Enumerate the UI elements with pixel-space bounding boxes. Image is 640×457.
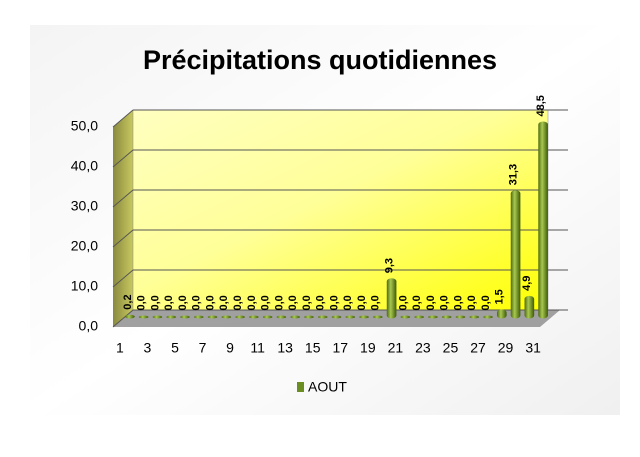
data-label: 0,0	[232, 295, 244, 310]
legend-swatch	[297, 382, 304, 392]
bar	[304, 315, 314, 319]
chart-title: Précipitations quotidiennes	[143, 45, 497, 75]
data-label: 1,5	[494, 289, 506, 304]
data-label: 0,0	[480, 295, 492, 310]
data-label: 0,0	[452, 295, 464, 310]
data-label: 0,0	[439, 295, 451, 310]
grid-line-side	[112, 149, 134, 168]
data-label: 0,0	[204, 295, 216, 310]
data-label: 0,0	[315, 295, 327, 310]
data-label: 0,0	[425, 295, 437, 310]
grid-line-side	[112, 229, 134, 248]
bar	[249, 315, 259, 319]
data-label: 0,0	[356, 295, 368, 310]
bar	[262, 315, 273, 319]
y-tick-label: 50,0	[71, 118, 98, 134]
data-label: 0,0	[287, 295, 299, 310]
x-tick-label: 23	[415, 340, 431, 356]
x-tick-label: 17	[332, 340, 348, 356]
grid-line-side	[112, 189, 134, 208]
y-tick-label: 20,0	[71, 238, 98, 254]
bar	[469, 315, 480, 319]
grid-line-side	[112, 109, 134, 128]
x-tick-label: 7	[199, 340, 207, 356]
bar	[235, 315, 245, 319]
data-label: 9,3	[384, 258, 396, 273]
bar	[345, 315, 356, 319]
data-label: 0,0	[411, 295, 423, 310]
x-tick-label: 1	[116, 340, 124, 356]
data-label: 48,5	[535, 95, 547, 116]
data-label: 0,0	[397, 295, 409, 310]
x-tick-label: 29	[498, 340, 514, 356]
y-tick-label: 10,0	[71, 278, 98, 294]
x-tick-label: 3	[144, 340, 152, 356]
data-label: 0,0	[246, 295, 258, 310]
data-label: 0,0	[177, 295, 189, 310]
bar	[317, 315, 328, 319]
data-label: 0,0	[273, 295, 285, 310]
bar	[207, 315, 218, 319]
x-tick-label: 21	[388, 340, 404, 356]
bar	[125, 314, 135, 319]
legend-label: AOUT	[308, 379, 347, 395]
bar	[428, 315, 438, 319]
bar	[221, 315, 232, 319]
bar	[483, 315, 493, 319]
data-label: 0,0	[218, 295, 230, 310]
data-label: 0,0	[328, 295, 340, 310]
bar	[400, 315, 411, 319]
x-tick-label: 25	[443, 340, 459, 356]
bar	[510, 190, 521, 319]
side-wall	[113, 110, 133, 327]
y-tick-label: 40,0	[71, 158, 98, 174]
bar	[290, 315, 300, 319]
data-label: 0,0	[370, 295, 382, 310]
x-tick-label: 11	[250, 340, 265, 356]
data-label: 0,0	[163, 295, 175, 310]
bar	[331, 315, 342, 319]
data-label: 0,0	[342, 295, 354, 310]
bar	[524, 295, 535, 319]
data-label: 0,2	[122, 294, 134, 309]
bar	[166, 315, 177, 319]
x-tick-label: 27	[470, 340, 486, 356]
data-label: 0,0	[136, 295, 148, 310]
x-tick-label: 19	[360, 340, 376, 356]
x-tick-label: 5	[171, 340, 179, 356]
data-label: 0,0	[466, 295, 478, 310]
bar	[138, 315, 149, 319]
bar	[496, 309, 507, 319]
bar	[441, 315, 452, 319]
bar	[193, 315, 204, 319]
bar	[359, 315, 369, 319]
data-label: 4,9	[521, 276, 533, 291]
bar	[276, 315, 287, 319]
data-label: 31,3	[507, 164, 519, 185]
bar	[414, 315, 424, 319]
x-tick-label: 31	[525, 340, 541, 356]
bar	[180, 315, 190, 319]
bar	[455, 315, 466, 319]
x-tick-label: 15	[305, 340, 321, 356]
bar	[538, 121, 548, 319]
data-label: 0,0	[149, 295, 161, 310]
bar	[373, 315, 383, 319]
grid-line-side	[112, 269, 134, 288]
bar	[152, 315, 163, 319]
grid-line-side	[112, 309, 134, 328]
data-label: 0,0	[260, 295, 272, 310]
x-tick-label: 9	[226, 340, 234, 356]
y-tick-label: 0,0	[79, 318, 99, 334]
data-label: 0,0	[191, 295, 203, 310]
y-tick-label: 30,0	[71, 198, 98, 214]
x-tick-label: 13	[277, 340, 293, 356]
back-wall	[132, 109, 549, 311]
data-label: 0,0	[301, 295, 313, 310]
bar	[386, 278, 397, 319]
